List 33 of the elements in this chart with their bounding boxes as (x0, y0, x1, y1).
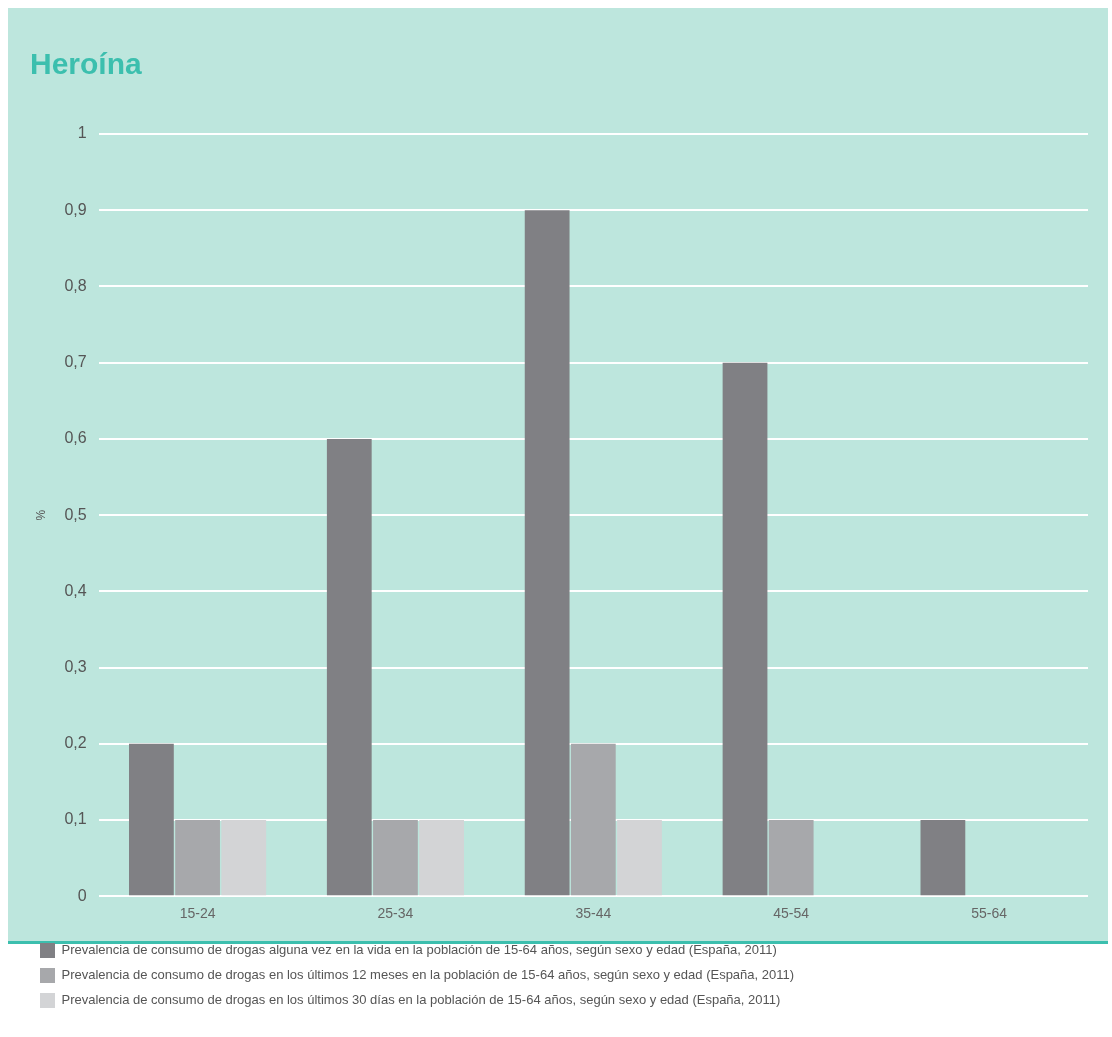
y-tick-label: 0,4 (64, 581, 87, 599)
bar (175, 819, 220, 896)
y-tick-label: 0,6 (64, 429, 87, 447)
bar (617, 819, 662, 896)
bar (722, 362, 768, 896)
y-tick-label: 0,5 (64, 505, 87, 523)
legend-label: Prevalencia de consumo de drogas en los últimos 30 días en la población de 15-64 años, según sexo y edad (España, 2011) (61, 992, 781, 1008)
y-tick-label: 0 (77, 886, 87, 904)
y-tick-label: 0,3 (64, 657, 87, 675)
bar (326, 438, 372, 896)
bar (129, 743, 174, 896)
y-tick-label: 0,9 (64, 200, 87, 218)
bar (768, 819, 814, 896)
bar (920, 819, 966, 896)
bar (524, 210, 570, 896)
y-tick-label: 0,2 (64, 734, 87, 752)
chart-title: Heroína (30, 47, 143, 81)
x-tick-label: 25-34 (377, 905, 414, 922)
bar (570, 743, 616, 896)
y-tick-label: 1 (77, 124, 87, 142)
x-tick-label: 45-54 (773, 905, 810, 922)
x-tick-label: 35-44 (575, 905, 612, 922)
y-tick-label: 0,8 (64, 276, 87, 294)
y-axis-title: % (33, 509, 48, 521)
legend-label: Prevalencia de consumo de drogas en los últimos 12 meses en la población de 15-64 años, según sexo y edad (España, 2011) (61, 967, 795, 983)
legend-label: Prevalencia de consumo de drogas alguna vez en la vida en la población de 15-64 años, según sexo y edad (España, 2011) (61, 942, 777, 958)
bar (373, 819, 418, 896)
y-tick-label: 0,7 (64, 353, 87, 371)
y-tick-label: 0,1 (64, 810, 87, 828)
bar (221, 819, 267, 896)
bar (419, 819, 465, 896)
x-tick-label: 55-64 (971, 905, 1008, 922)
x-tick-label: 15-24 (179, 905, 216, 922)
